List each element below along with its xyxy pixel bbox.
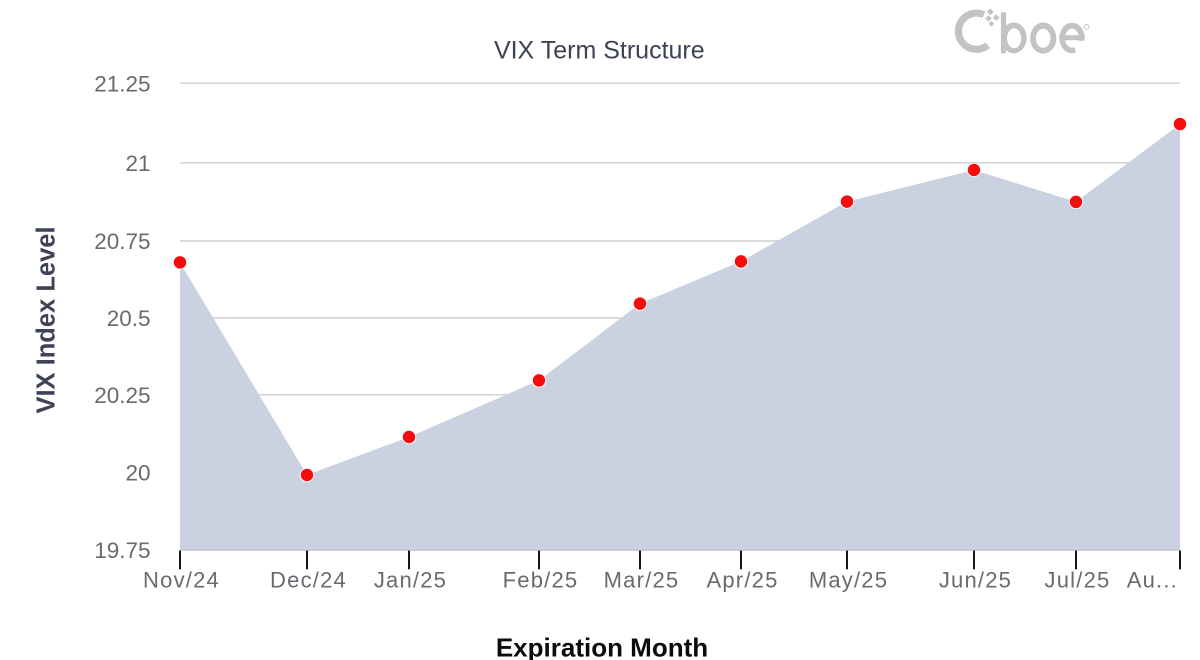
svg-text:20.5: 20.5: [107, 306, 151, 331]
svg-text:Jun/25: Jun/25: [939, 568, 1012, 593]
svg-text:20.25: 20.25: [94, 383, 150, 408]
svg-text:Mar/25: Mar/25: [604, 568, 680, 593]
svg-text:21.25: 21.25: [94, 71, 150, 96]
svg-text:May/25: May/25: [809, 568, 888, 593]
svg-text:VIX Index Level: VIX Index Level: [33, 226, 61, 413]
svg-text:21: 21: [125, 151, 150, 176]
svg-text:19.75: 19.75: [94, 538, 150, 563]
svg-text:Feb/25: Feb/25: [503, 568, 579, 593]
svg-text:VIX Term Structure: VIX Term Structure: [494, 37, 705, 65]
svg-text:20: 20: [125, 461, 150, 486]
svg-text:20.75: 20.75: [94, 229, 150, 254]
svg-text:Dec/24: Dec/24: [270, 568, 347, 593]
svg-text:Jul/25: Jul/25: [1045, 568, 1111, 593]
svg-text:Nov/24: Nov/24: [143, 568, 220, 593]
svg-text:Apr/25: Apr/25: [706, 568, 778, 593]
svg-text:Expiration Month: Expiration Month: [496, 632, 708, 660]
svg-text:Au...: Au...: [1127, 568, 1178, 593]
svg-text:Jan/25: Jan/25: [374, 568, 447, 593]
